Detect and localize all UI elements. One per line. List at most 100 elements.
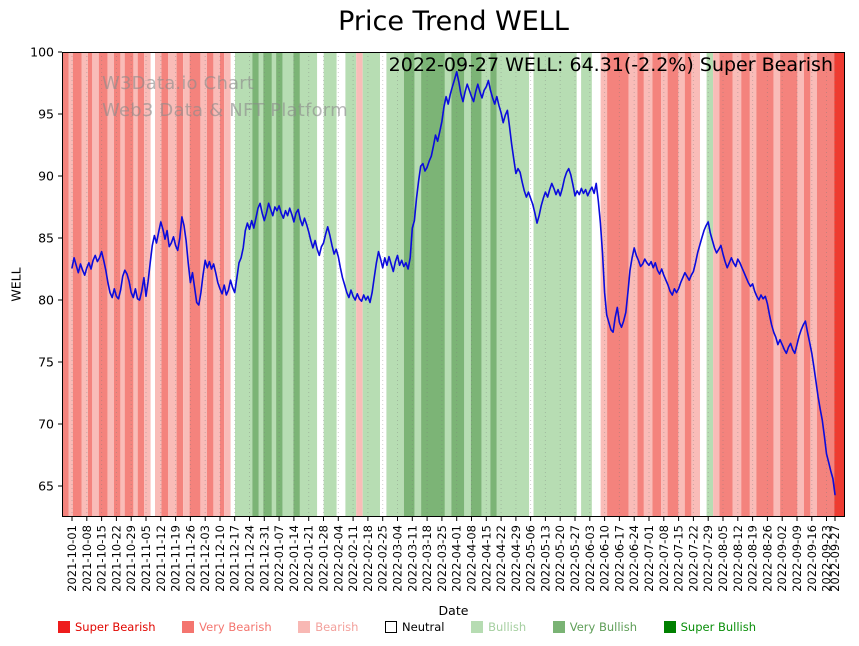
x-tick-label: 2021-12-10 [213, 525, 227, 592]
y-tick-label: 75 [38, 355, 54, 370]
sentiment-band-very_bullish [451, 52, 465, 517]
x-tick-label: 2022-02-04 [331, 525, 345, 592]
y-tick-label: 85 [38, 231, 54, 246]
sentiment-band-bearish [691, 52, 701, 517]
x-tick-label: 2022-01-28 [317, 525, 331, 592]
x-tick-label: 2021-12-03 [198, 525, 212, 592]
sentiment-band-very_bearish [756, 52, 774, 517]
x-tick-label: 2022-06-03 [583, 525, 597, 592]
x-tick-label: 2022-07-29 [701, 525, 715, 592]
sentiment-band-bearish [628, 52, 638, 517]
x-tick-label: 2022-01-07 [272, 525, 286, 592]
x-tick-label: 2022-04-22 [494, 525, 508, 592]
sentiment-band-bearish [732, 52, 742, 517]
sentiment-band-very_bearish [88, 52, 93, 517]
sentiment-bands [62, 52, 845, 517]
sentiment-band-bullish [258, 52, 264, 517]
sentiment-band-neutral [230, 52, 235, 517]
x-tick-label: 2022-08-26 [760, 525, 774, 592]
x-tick-label: 2022-05-13 [538, 525, 552, 592]
sentiment-band-bearish [92, 52, 99, 517]
x-tick-label: 2021-10-22 [109, 525, 123, 592]
x-tick-label: 2022-05-06 [524, 525, 538, 592]
sentiment-band-very_bearish [780, 52, 798, 517]
legend-swatch-bearish [298, 621, 311, 633]
x-tick-label: 2022-04-29 [509, 525, 523, 592]
sentiment-band-bearish [810, 52, 817, 517]
sentiment-band-very_bearish [667, 52, 679, 517]
legend-item-neutral: Neutral [385, 620, 444, 634]
legend-item-super-bullish: Super Bullish [663, 620, 756, 634]
chart-title: Price Trend WELL [338, 6, 569, 37]
sentiment-band-bearish [661, 52, 668, 517]
legend-label: Very Bearish [199, 620, 272, 634]
x-tick-label: 2022-09-23 [820, 525, 834, 592]
x-axis: 2021-10-01 2021-10-08 2021-10-15 2021-10-22… [65, 517, 842, 592]
legend-item-bearish: Bearish [298, 620, 358, 634]
y-tick-label: 90 [38, 169, 54, 184]
sentiment-band-bullish [464, 52, 471, 517]
sentiment-band-very_bullish [470, 52, 482, 517]
x-tick-label: 2022-07-08 [657, 525, 671, 592]
x-tick-label: 2022-08-19 [746, 525, 760, 592]
sentiment-band-bullish [706, 52, 714, 517]
x-tick-label: 2021-11-26 [183, 525, 197, 592]
sentiment-band-very_bullish [490, 52, 497, 517]
legend-label: Super Bearish [75, 620, 156, 634]
legend-swatch-very-bullish [552, 621, 565, 633]
sentiment-band-very_bearish [189, 52, 201, 517]
x-tick-label: 2021-12-31 [257, 525, 271, 592]
x-tick-label: 2022-03-25 [435, 525, 449, 592]
legend-label: Bullish [488, 620, 527, 634]
x-tick-label: 2022-09-02 [775, 525, 789, 592]
sentiment-band-bearish [183, 52, 190, 517]
sentiment-band-neutral [380, 52, 387, 517]
sentiment-band-bullish [581, 52, 592, 517]
x-tick-label: 2021-10-15 [95, 525, 109, 592]
sentiment-band-very_bearish [684, 52, 692, 517]
sentiment-band-bullish [386, 52, 404, 517]
x-tick-label: 2022-08-12 [731, 525, 745, 592]
sentiment-band-bullish [299, 52, 318, 517]
sentiment-band-bearish [678, 52, 685, 517]
sentiment-band-bullish [414, 52, 422, 517]
watermark: W3Data.io Chart Web3 Data & NFT Platform [102, 70, 348, 124]
sentiment-band-very_bearish [113, 52, 121, 517]
x-tick-label: 2022-06-10 [598, 525, 612, 592]
x-tick-label: 2022-01-14 [287, 525, 301, 592]
sentiment-band-very_bearish [72, 52, 82, 517]
x-tick-label: 2022-02-18 [361, 525, 375, 592]
sentiment-band-very_bullish [263, 52, 272, 517]
sentiment-band-bearish [713, 52, 720, 517]
legend-swatch-neutral [385, 621, 398, 633]
sentiment-band-bullish [282, 52, 294, 517]
x-tick-label: 2022-08-05 [716, 525, 730, 592]
sentiment-band-neutral [317, 52, 324, 517]
x-tick-label: 2022-03-11 [405, 525, 419, 592]
sentiment-band-bearish [224, 52, 231, 517]
x-tick-label: 2022-04-08 [465, 525, 479, 592]
sentiment-band-bullish [362, 52, 380, 517]
sentiment-band-bullish [235, 52, 253, 517]
sentiment-band-bearish [133, 52, 138, 517]
sentiment-band-very_bearish [206, 52, 214, 517]
x-tick-label: 2021-11-19 [169, 525, 183, 592]
sentiment-band-bearish [68, 52, 73, 517]
sentiment-band-bullish [271, 52, 277, 517]
legend-item-bullish: Bullish [471, 620, 526, 634]
sentiment-band-bearish [773, 52, 781, 517]
sentiment-band-neutral [336, 52, 346, 517]
sentiment-band-neutral [576, 52, 582, 517]
sentiment-band-bullish [345, 52, 357, 517]
x-tick-label: 2021-11-12 [154, 525, 168, 592]
x-tick-label: 2022-02-11 [346, 525, 360, 592]
x-tick-label: 2022-07-15 [672, 525, 686, 592]
sentiment-band-neutral [700, 52, 707, 517]
x-tick-label: 2022-06-24 [627, 525, 641, 592]
sentiment-band-neutral [150, 52, 155, 517]
legend-swatch-bullish [471, 621, 484, 633]
sentiment-band-bearish [107, 52, 114, 517]
watermark-line2: Web3 Data & NFT Platform [102, 100, 348, 121]
y-tick-label: 95 [38, 107, 54, 122]
